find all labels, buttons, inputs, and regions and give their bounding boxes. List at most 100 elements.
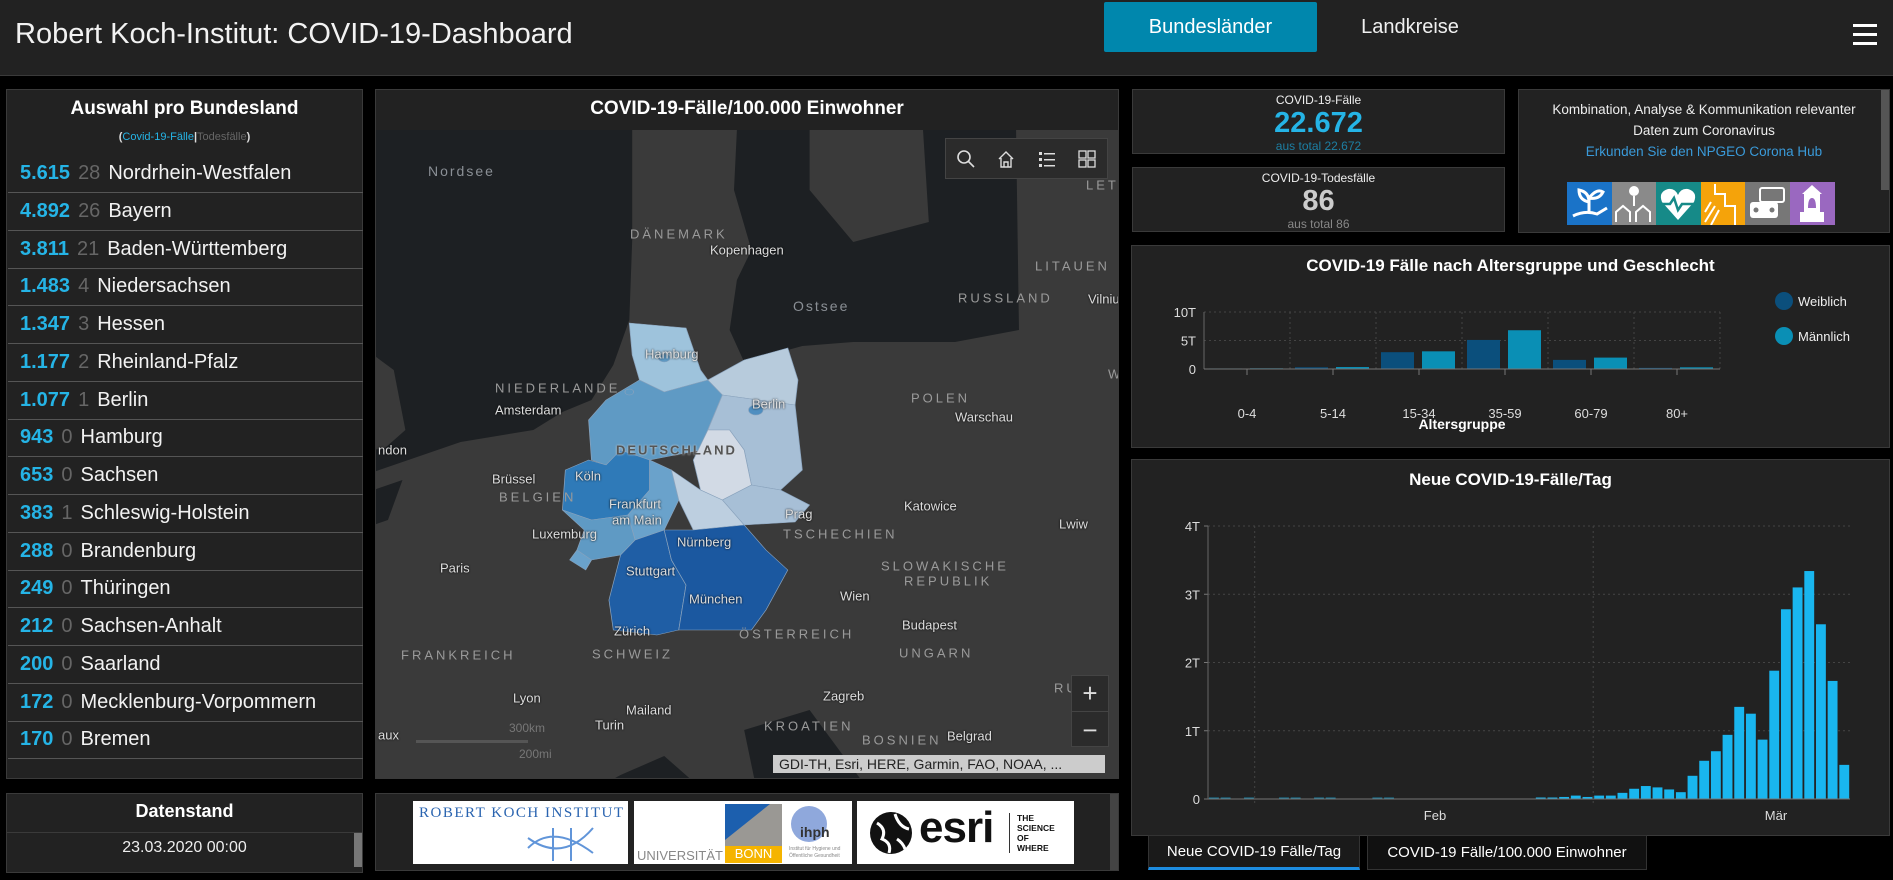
state-deaths: 0	[61, 426, 73, 449]
bar-2020-03-22[interactable]	[1839, 764, 1850, 799]
state-row[interactable]: 943 0 Hamburg	[8, 419, 363, 458]
map-title: COVID-19-Fälle/100.000 Einwohner	[590, 98, 904, 119]
state-row[interactable]: 383 1 Schleswig-Holstein	[8, 495, 363, 533]
scrollbar[interactable]	[1881, 90, 1889, 190]
bar-männlich-15-34[interactable]	[1422, 351, 1455, 369]
bar-2020-03-15[interactable]	[1757, 739, 1768, 799]
state-row[interactable]: 653 0 Sachsen	[8, 457, 363, 495]
basemap-gallery-icon[interactable]	[1077, 149, 1097, 169]
scrollbar[interactable]	[354, 833, 362, 867]
bar-2020-02-04[interactable]	[1290, 797, 1301, 800]
bar-2020-03-21[interactable]	[1827, 680, 1838, 799]
bar-weiblich-80+[interactable]	[1639, 367, 1672, 369]
state-row[interactable]: 170 0 Bremen	[8, 721, 363, 760]
bar-männlich-35-59[interactable]	[1508, 330, 1541, 369]
heart-pulse-icon[interactable]	[1656, 182, 1701, 225]
deaths-kpi-title: COVID-19-Todesfälle	[1261, 171, 1376, 185]
hamburger-menu-icon[interactable]	[1853, 24, 1877, 46]
state-row[interactable]: 1.177 2 Rheinland-Pfalz	[8, 344, 363, 382]
legend-label[interactable]: Männlich	[1798, 329, 1850, 344]
nav-bundeslaender-button[interactable]: Bundesländer	[1104, 2, 1317, 52]
state-row[interactable]: 288 0 Brandenburg	[8, 533, 363, 571]
uni-bonn-logo[interactable]: UNIVERSITÄT BONN ihph Institut für Hygie…	[634, 801, 852, 864]
bar-weiblich-60-79[interactable]	[1553, 359, 1586, 369]
state-row[interactable]: 3.811 21 Baden-Württemberg	[8, 231, 363, 269]
bar-2020-03-13[interactable]	[1734, 706, 1745, 799]
bar-2020-02-26[interactable]	[1547, 797, 1558, 800]
bar-2020-03-14[interactable]	[1745, 713, 1756, 799]
state-row[interactable]: 1.347 3 Hessen	[8, 306, 363, 344]
bar-2020-02-03[interactable]	[1279, 797, 1289, 800]
bar-männlich-5-14[interactable]	[1336, 367, 1369, 369]
bar-2020-03-07[interactable]	[1664, 789, 1675, 799]
map-label: Nordsee	[428, 163, 495, 179]
bar-2020-03-18[interactable]	[1792, 587, 1803, 799]
bar-2020-03-02[interactable]	[1605, 795, 1616, 799]
bar-2020-03-16[interactable]	[1769, 670, 1780, 799]
state-row[interactable]: 4.892 26 Bayern	[8, 193, 363, 231]
state-row[interactable]: 249 0 Thüringen	[8, 570, 363, 609]
bar-2020-03-11[interactable]	[1710, 751, 1721, 799]
bell-tower-icon[interactable]	[1789, 182, 1835, 225]
bar-2020-03-10[interactable]	[1699, 760, 1710, 799]
legend-label[interactable]: Weiblich	[1798, 294, 1847, 309]
bar-2020-03-17[interactable]	[1780, 609, 1791, 799]
bar-2020-03-03[interactable]	[1617, 792, 1628, 799]
bar-weiblich-35-59[interactable]	[1467, 339, 1500, 369]
esri-logo[interactable]: esri THE SCIENCE OF WHERE	[857, 801, 1074, 864]
home-icon[interactable]	[996, 149, 1016, 169]
zoom-out-button[interactable]: −	[1082, 714, 1098, 745]
map-zones-icon[interactable]	[1700, 182, 1746, 226]
state-name: Rheinland-Pfalz	[97, 350, 239, 373]
state-row[interactable]: 1.483 4 Niedersachsen	[8, 268, 363, 307]
legend-swatch[interactable]	[1775, 292, 1793, 310]
legend-swatch[interactable]	[1775, 327, 1793, 345]
tab-neue-faelle-tag[interactable]: Neue COVID-19 Fälle/Tag	[1148, 835, 1360, 870]
bar-2020-02-27[interactable]	[1559, 796, 1570, 799]
map-attribution[interactable]: GDI-TH, Esri, HERE, Garmin, FAO, NOAA, .…	[773, 755, 1105, 773]
bar-2020-02-06[interactable]	[1314, 797, 1324, 800]
bar-männlich-60-79[interactable]	[1594, 357, 1627, 369]
bar-2020-01-29[interactable]	[1220, 797, 1231, 800]
bar-2020-03-05[interactable]	[1640, 786, 1651, 799]
zoom-in-button[interactable]: +	[1072, 676, 1108, 712]
bar-2020-02-11[interactable]	[1372, 797, 1383, 800]
cars-icon[interactable]	[1745, 182, 1790, 225]
pin-houses-icon[interactable]	[1611, 182, 1657, 225]
rki-logo[interactable]: ROBERT KOCH INSTITUT	[413, 801, 628, 864]
bar-2020-03-20[interactable]	[1815, 624, 1826, 799]
map-view[interactable]: Nordsee DÄNEMARK Kopenhagen LITAUEN RUSSLAND…	[376, 130, 1118, 778]
legend-list-icon[interactable]	[1037, 149, 1057, 169]
bar-2020-03-09[interactable]	[1687, 775, 1698, 799]
bar-2020-03-04[interactable]	[1629, 788, 1640, 799]
plant-hand-icon[interactable]	[1567, 182, 1612, 225]
bar-2020-02-28[interactable]	[1570, 795, 1581, 799]
state-row[interactable]: 212 0 Sachsen-Anhalt	[8, 608, 363, 646]
bar-männlich-80+[interactable]	[1680, 367, 1713, 369]
bar-2020-03-08[interactable]	[1675, 792, 1686, 799]
bar-2020-02-25[interactable]	[1535, 797, 1546, 800]
tab-faelle-100000[interactable]: COVID-19 Fälle/100.000 Einwohner	[1367, 835, 1647, 870]
bar-2020-01-28[interactable]	[1209, 797, 1219, 800]
state-row[interactable]: 5.615 28 Nordrhein-Westfalen	[8, 155, 363, 193]
map-label: SLOWAKISCHE	[881, 558, 1009, 574]
bar-weiblich-15-34[interactable]	[1381, 352, 1414, 369]
bar-2020-03-12[interactable]	[1722, 734, 1733, 799]
nav-landkreise-button[interactable]: Landkreise	[1361, 15, 1459, 38]
bar-2020-03-01[interactable]	[1594, 795, 1605, 799]
bar-2020-03-06[interactable]	[1652, 787, 1663, 799]
state-row[interactable]: 200 0 Saarland	[8, 646, 363, 684]
esri-logo-text: esri	[919, 803, 994, 852]
bar-2020-03-19[interactable]	[1804, 571, 1815, 799]
bar-2020-02-07[interactable]	[1325, 797, 1336, 800]
bar-weiblich-5-14[interactable]	[1295, 367, 1328, 369]
bar-2020-02-12[interactable]	[1384, 797, 1394, 800]
bar-2020-01-31[interactable]	[1244, 797, 1254, 800]
search-icon[interactable]	[956, 149, 976, 169]
bar-2020-02-29[interactable]	[1582, 796, 1593, 799]
state-row[interactable]: 172 0 Mecklenburg-Vorpommern	[8, 684, 363, 722]
state-cases: 288	[20, 539, 54, 562]
npgeo-hub-link[interactable]: Erkunden Sie den NPGEO Corona Hub	[1585, 144, 1823, 159]
state-row[interactable]: 1.077 1 Berlin	[8, 382, 363, 420]
scrollbar[interactable]	[1110, 794, 1118, 870]
